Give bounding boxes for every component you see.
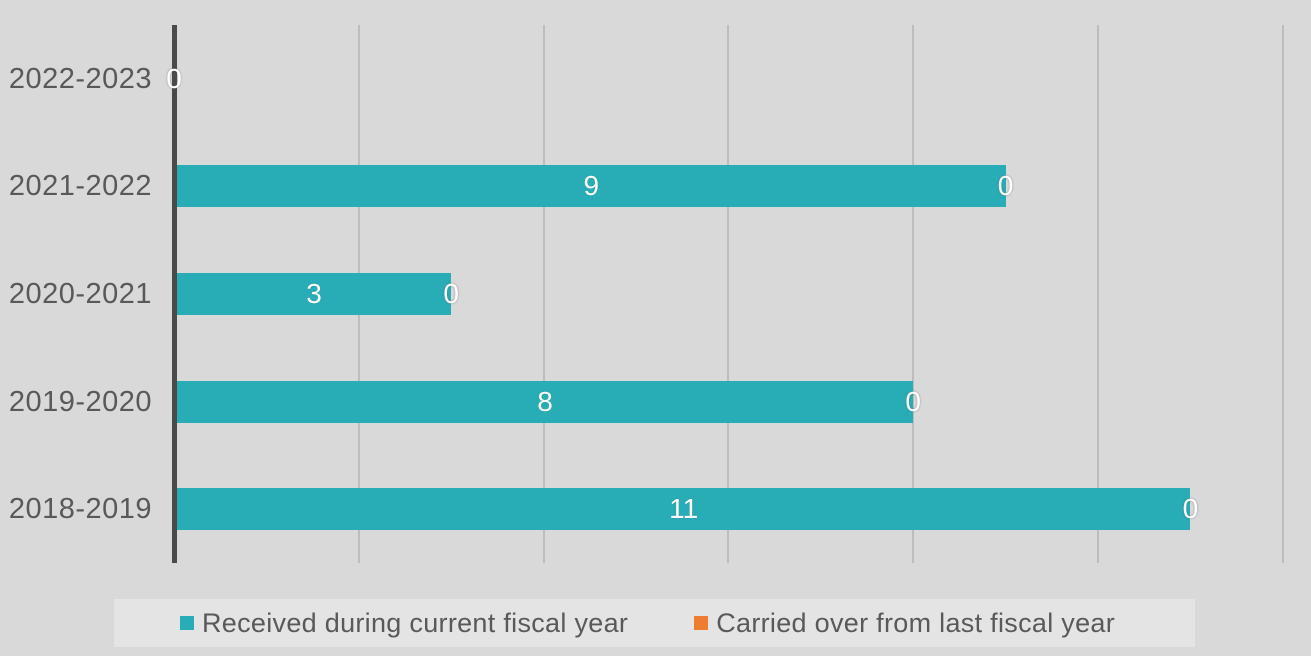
legend-swatch-teal-icon — [180, 616, 194, 630]
legend-item-received[interactable]: Received during current fiscal year — [180, 608, 628, 639]
category-label-2020-2021: 2020-2021 — [8, 278, 152, 310]
bar-value-label: 3 — [306, 278, 322, 309]
legend-item-carried[interactable]: Carried over from last fiscal year — [694, 608, 1115, 639]
category-label-2018-2019: 2018-2019 — [8, 493, 152, 526]
gridline-x-8 — [912, 25, 915, 563]
gridline-x-6 — [727, 25, 730, 563]
legend-swatch-orange-icon — [694, 616, 709, 630]
legend-label-carried: Carried over from last fiscal year — [716, 607, 1116, 638]
bar-received-2019-2020[interactable]: 8 — [177, 380, 914, 423]
category-label-2019-2020: 2019-2020 — [8, 385, 152, 418]
plot-area: 2022-2023 0 2021-2022 9 0 2020-2021 3 0 2019-202… — [8, 25, 1284, 563]
bar-value-label: 9 — [583, 170, 600, 202]
carried-over-value-label-2020-2021: 0 — [443, 278, 459, 309]
category-label-2022-2023: 2022-2023 — [8, 62, 152, 95]
gridline-x-12 — [1281, 25, 1284, 563]
bar-value-label: 11 — [669, 493, 699, 525]
carried-over-value-label-2019-2020: 0 — [905, 385, 921, 417]
chart-legend: Received during current fiscal year Carr… — [114, 599, 1195, 647]
bar-received-2020-2021[interactable]: 3 — [177, 273, 452, 315]
carried-over-value-label-2022-2023: 0 — [166, 62, 182, 94]
carried-over-value-label-2018-2019: 0 — [1182, 493, 1199, 525]
legend-label-received: Received during current fiscal year — [202, 607, 629, 638]
category-label-2021-2022: 2021-2022 — [8, 170, 152, 203]
carried-over-value-label-2021-2022: 0 — [997, 170, 1014, 202]
gridline-x-4 — [542, 25, 545, 563]
bar-received-2018-2019[interactable]: 11 — [177, 488, 1191, 531]
bar-value-label: 8 — [537, 385, 553, 417]
gridline-x-10 — [1097, 25, 1099, 563]
bar-received-2021-2022[interactable]: 9 — [177, 165, 1006, 208]
y-axis-line — [172, 25, 177, 563]
